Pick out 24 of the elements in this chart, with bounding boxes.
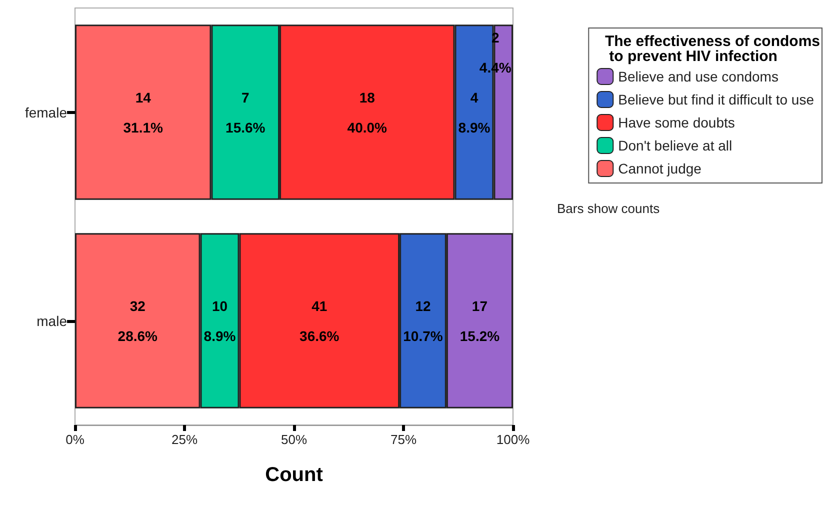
x-tick-label: 50% [280,432,308,447]
x-axis-title: Count [265,464,324,486]
x-tick-label: 0% [66,432,85,447]
x-tick-label: 25% [171,432,198,447]
data-label: 18 40.0% [347,89,388,136]
legend-label: Have some doubts [618,114,735,130]
legend-label: Believe but find it difficult to use [618,92,814,108]
data-label: 7 15.6% [226,89,266,136]
data-label: 10 8.9% [204,298,236,344]
y-tick-label: male [36,312,68,329]
legend-label: Cannot judge [618,160,702,176]
legend-title: The effectiveness of condoms to prevent HIV infection [604,33,820,65]
x-tick-label: 100% [496,432,530,447]
legend-label: Don't believe at all [618,138,732,154]
y-tick-label: female [24,104,68,120]
data-label: 32 28.6% [118,298,158,344]
data-label: 41 36.6% [300,298,340,344]
data-label: 17 15.2% [460,298,500,344]
x-tick-label: 75% [390,432,417,447]
legend-label: Believe and use condoms [618,68,778,84]
data-label: 4 8.9% [458,89,491,136]
text: Bars show counts [557,201,660,216]
data-label: 14 31.1% [123,89,164,136]
data-label: 12 10.7% [403,298,444,344]
